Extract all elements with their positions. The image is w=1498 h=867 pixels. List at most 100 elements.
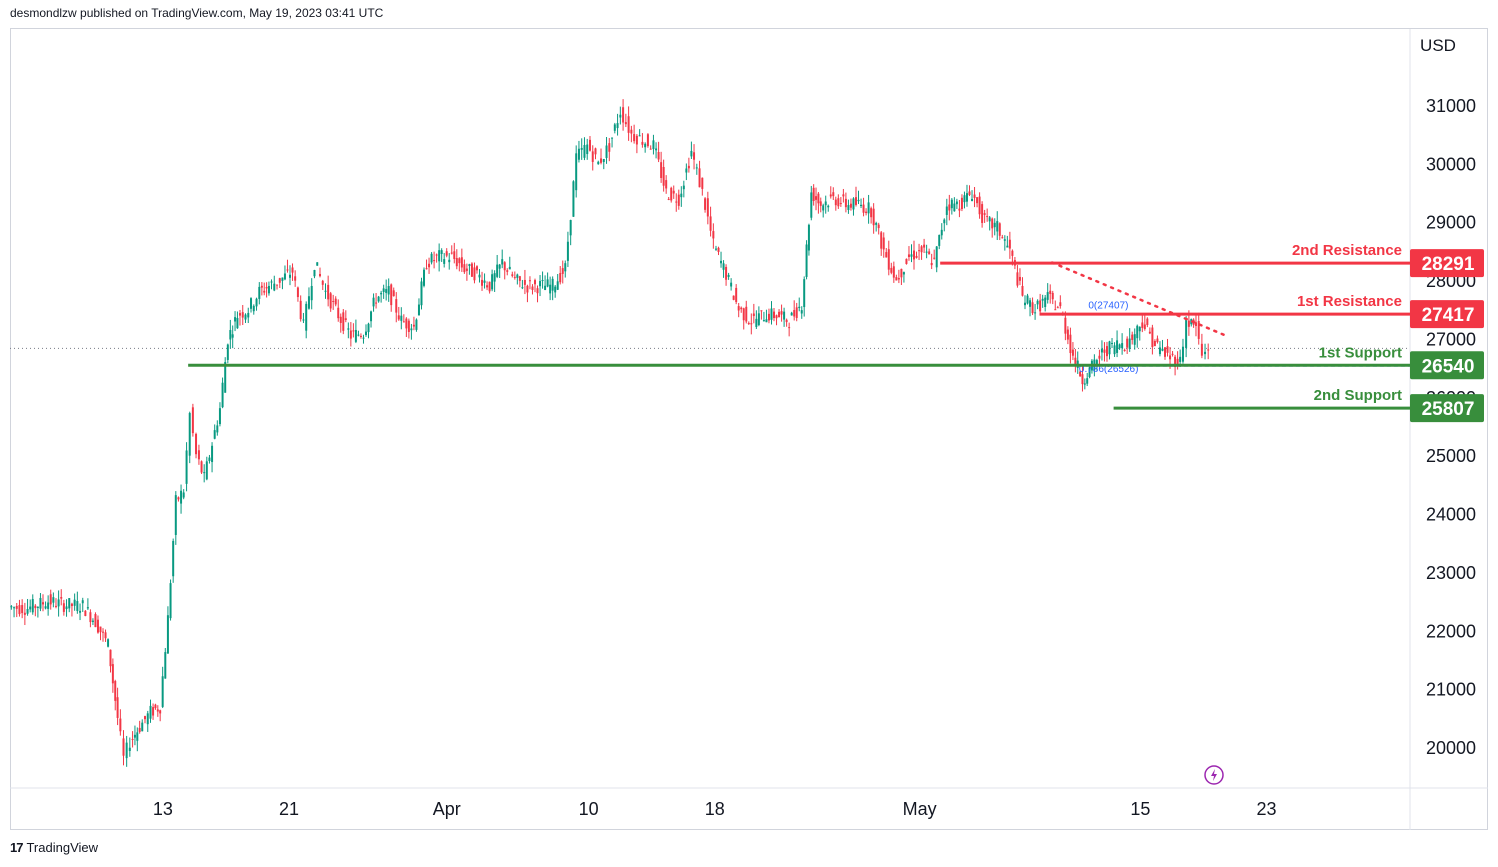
candle-body [375, 302, 378, 304]
candle-body [400, 315, 403, 321]
candle-body [566, 241, 569, 261]
candle-body [720, 260, 723, 264]
candle-body [352, 330, 355, 332]
candle-body [216, 425, 219, 433]
candle-body [844, 198, 847, 208]
candle-body [339, 316, 342, 323]
candle-body [229, 330, 232, 340]
candle-body [549, 284, 552, 294]
candle-body [586, 144, 589, 155]
candle-body [1133, 334, 1136, 345]
candle-body [940, 229, 943, 236]
publisher-line: desmondlzw published on TradingView.com,… [10, 6, 384, 20]
candle-body [143, 716, 146, 720]
candle-body [1123, 349, 1126, 351]
candle-body [1113, 345, 1116, 355]
candle-body [420, 281, 423, 306]
candle-body [203, 472, 206, 474]
candle-body [318, 273, 321, 277]
candle-body [675, 201, 678, 203]
resistance-price-badge [1410, 300, 1484, 329]
candle-body [875, 222, 878, 225]
candle-body [737, 306, 740, 311]
candle-body [450, 252, 453, 254]
candle-body [1126, 338, 1129, 348]
candle-body [18, 605, 21, 615]
candle-body [443, 259, 446, 264]
candle-body [837, 198, 840, 207]
candle-body [460, 257, 463, 268]
candle-body [627, 116, 630, 133]
candle-body [164, 652, 167, 679]
candle-body [302, 319, 305, 321]
candle-body [154, 704, 157, 709]
candle-body [283, 273, 286, 280]
candle-body [630, 129, 633, 134]
candle-body [810, 192, 813, 218]
candle-body [89, 612, 92, 623]
candle-body [52, 597, 55, 603]
candle-body [159, 710, 162, 714]
candle-body [852, 198, 855, 210]
candle-body [435, 254, 438, 256]
candle-body [224, 361, 227, 393]
candle-body [943, 219, 946, 224]
candle-body [1006, 245, 1009, 248]
candle-body [600, 158, 603, 163]
candle-body [327, 284, 330, 300]
candle-body [54, 605, 57, 607]
candle-body [988, 217, 991, 222]
candle-body [407, 320, 410, 332]
candle-body [498, 264, 501, 269]
candle-body [923, 244, 926, 248]
candle-body [1088, 367, 1091, 378]
candle-body [541, 279, 544, 281]
candle-body [1207, 349, 1210, 351]
candle-body [332, 300, 335, 302]
candle-body [453, 251, 456, 259]
candle-body [1169, 355, 1172, 360]
candle-body [955, 201, 958, 205]
candle-body [925, 251, 928, 253]
candle-body [513, 276, 516, 278]
candle-body [727, 274, 730, 277]
y-tick-label: 30000 [1426, 154, 1476, 174]
candle-body [913, 250, 916, 260]
lightning-alert-icon[interactable] [1204, 765, 1224, 785]
candle-body [528, 280, 531, 282]
candle-body [948, 204, 951, 211]
candle-body [760, 310, 763, 312]
candle-body [993, 222, 996, 228]
candle-body [270, 281, 273, 283]
support-name-label: 2nd Support [1314, 387, 1402, 404]
alert-icon-bolt [1211, 769, 1217, 781]
candle-body [122, 738, 125, 756]
candle-body [1054, 309, 1057, 311]
candle-body [211, 445, 214, 463]
candle-body [412, 324, 415, 327]
candle-body [701, 177, 704, 189]
tradingview-logo[interactable]: 17 [10, 840, 24, 855]
candle-body [1151, 327, 1154, 348]
candle-body [180, 490, 183, 504]
candle-body [255, 298, 258, 307]
candle-body [698, 168, 701, 188]
candle-body [1161, 348, 1164, 351]
candle-body [559, 273, 562, 283]
candle-body [423, 269, 426, 286]
candles-group [10, 99, 1210, 767]
candle-body [506, 270, 509, 272]
candle-body [128, 747, 131, 751]
candle-body [775, 315, 778, 319]
candle-body [971, 198, 974, 202]
brand-name[interactable]: TradingView [26, 840, 99, 855]
candle-body [815, 196, 818, 200]
fib-label: 0(27407) [1088, 301, 1128, 312]
candle-body [136, 732, 139, 741]
candle-body [166, 615, 169, 654]
candle-body [605, 145, 608, 158]
candle-body [299, 300, 302, 320]
candle-body [805, 244, 808, 277]
candle-body [583, 145, 586, 158]
